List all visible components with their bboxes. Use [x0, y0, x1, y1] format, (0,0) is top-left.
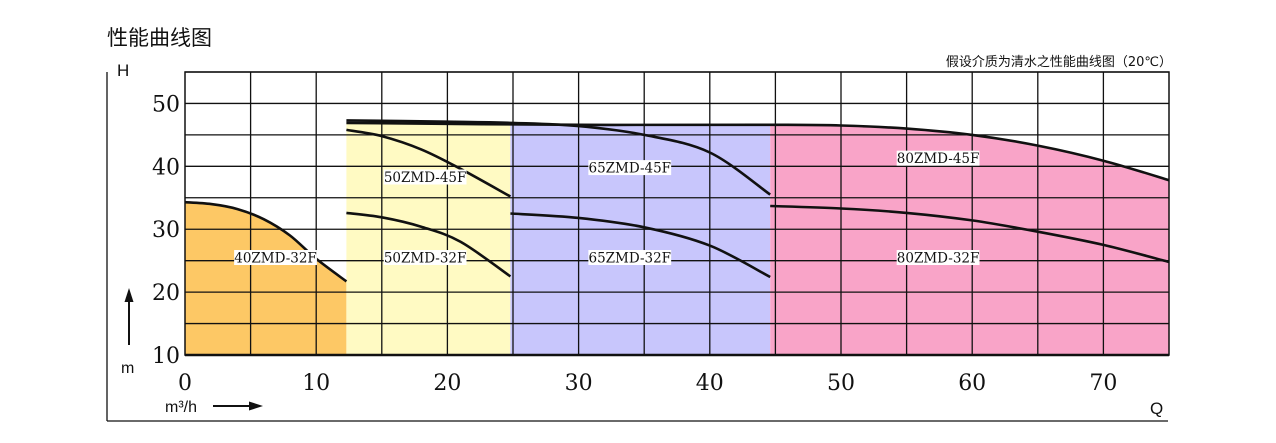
label-65zmd-32f: 65ZMD-32F — [588, 251, 671, 267]
y-tick-10: 10 — [152, 344, 180, 369]
label-50zmd-45f: 50ZMD-45F — [384, 170, 467, 186]
x-tick-20: 20 — [433, 371, 461, 396]
label-40zmd-32f: 40ZMD-32F — [234, 251, 317, 267]
x-tick-60: 60 — [958, 371, 986, 396]
y-tick-20: 20 — [152, 281, 180, 306]
x-tick-50: 50 — [827, 371, 855, 396]
curve-50zmd-45f — [346, 128, 512, 198]
label-bg-50zmd-45f — [383, 169, 467, 185]
x-axis-unit: m³/h — [165, 399, 197, 416]
label-bg-50zmd-32f — [383, 250, 467, 266]
label-80zmd-45f: 80ZMD-45F — [897, 151, 980, 167]
performance-curves — [184, 119, 1170, 283]
label-bg-65zmd-32f — [588, 250, 672, 266]
label-80zmd-32f: 80ZMD-32F — [897, 251, 980, 267]
x-tick-40: 40 — [696, 371, 724, 396]
pump-regions — [185, 122, 1169, 355]
curve-50zmd-32f — [346, 211, 512, 278]
axis-frame — [106, 72, 1168, 422]
region-50zmd — [346, 122, 511, 355]
x-tick-0: 0 — [178, 371, 192, 396]
y-axis-unit: m — [121, 360, 134, 377]
chart-title: 性能曲线图 — [107, 26, 212, 50]
label-50zmd-32f: 50ZMD-32F — [384, 251, 467, 267]
x-tick-10: 10 — [302, 371, 330, 396]
label-bg-80zmd-45f — [896, 150, 980, 166]
region-labels: 40ZMD-32F 50ZMD-45F 50ZMD-32F 65ZMD-45F 65ZM… — [234, 150, 980, 267]
y-unit-arrow — [124, 288, 134, 345]
label-bg-40zmd-32f — [234, 250, 317, 266]
region-80zmd — [770, 124, 1169, 355]
curve-65zmd-32f — [510, 212, 771, 279]
x-unit-arrow — [213, 401, 263, 411]
y-axis-label: H — [117, 61, 129, 80]
y-tick-40: 40 — [152, 155, 180, 180]
label-bg-80zmd-32f — [896, 250, 980, 266]
chart-note: 假设介质为清水之性能曲线图（20℃） — [946, 55, 1172, 70]
x-axis-label: Q — [1150, 399, 1163, 418]
y-tick-30: 30 — [152, 218, 180, 243]
label-65zmd-45f: 65ZMD-45F — [588, 161, 671, 177]
curve-80zmd-45f — [346, 121, 1170, 182]
curve-80zmd-32f — [770, 204, 1170, 264]
label-bg-65zmd-45f — [588, 160, 672, 176]
x-tick-30: 30 — [565, 371, 593, 396]
region-65zmd — [510, 123, 771, 355]
x-tick-70: 70 — [1089, 371, 1117, 396]
y-tick-50: 50 — [152, 92, 180, 117]
region-40zmd-32f — [185, 202, 347, 355]
